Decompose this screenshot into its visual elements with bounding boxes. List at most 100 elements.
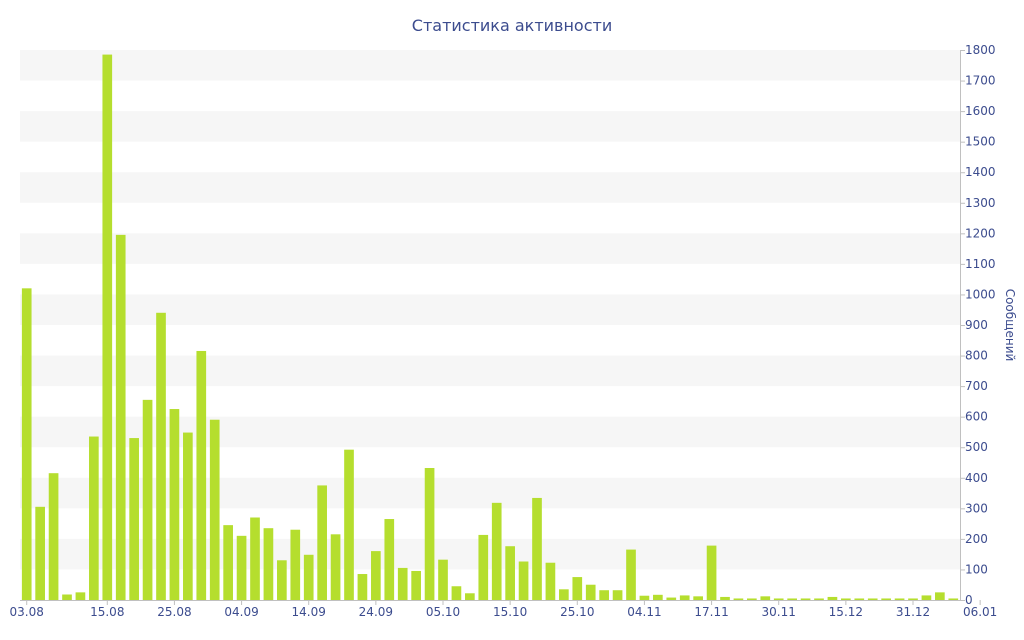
bar <box>908 598 918 600</box>
y-tick-label: 600 <box>965 410 988 424</box>
bar <box>102 54 113 600</box>
x-tick-label: 15.10 <box>493 605 527 619</box>
bar <box>518 561 529 600</box>
bar <box>773 598 784 600</box>
y-tick-label: 0 <box>965 593 973 607</box>
bar <box>935 592 945 600</box>
bar <box>411 570 421 600</box>
bar <box>196 350 207 600</box>
bar <box>169 409 180 600</box>
bar <box>921 595 932 600</box>
bar <box>465 593 475 600</box>
bar <box>438 559 448 600</box>
x-tick-label: 24.09 <box>359 605 393 619</box>
bar <box>814 598 824 600</box>
bar <box>747 598 757 600</box>
bar <box>867 598 878 600</box>
y-tick-label: 1100 <box>965 257 996 271</box>
bar <box>787 598 797 600</box>
bar <box>35 506 45 600</box>
x-tick-label: 31.12 <box>896 605 930 619</box>
x-tick-label: 14.09 <box>292 605 326 619</box>
grid-bands <box>20 50 960 570</box>
bar <box>209 419 220 600</box>
y-tick-label: 1600 <box>965 104 996 118</box>
bar <box>545 562 556 600</box>
y-tick-label: 1500 <box>965 135 996 149</box>
x-tick-label: 05.10 <box>426 605 460 619</box>
bar <box>115 234 126 601</box>
y-tick-label: 700 <box>965 379 988 393</box>
y-tick-label: 1000 <box>965 287 996 301</box>
bar <box>800 598 811 600</box>
bar <box>894 598 905 600</box>
bar <box>384 519 395 600</box>
bar <box>451 586 462 600</box>
y-tick-label: 100 <box>965 562 988 576</box>
bar <box>559 589 569 600</box>
bar <box>330 534 341 600</box>
y-tick-label: 500 <box>965 440 988 454</box>
bar <box>62 594 72 600</box>
bar <box>532 497 542 600</box>
grid-band <box>20 233 960 264</box>
y-tick-label: 1700 <box>965 74 996 88</box>
bar <box>317 485 327 600</box>
bar <box>21 288 32 600</box>
grid-band <box>20 355 960 387</box>
grid-band <box>20 50 960 81</box>
bar <box>223 525 233 600</box>
bar <box>599 590 609 600</box>
bar <box>290 529 301 600</box>
bar <box>263 528 274 600</box>
bar <box>679 595 690 600</box>
bar <box>760 596 771 600</box>
bar <box>357 574 368 600</box>
bar <box>854 598 865 600</box>
bar <box>881 598 891 600</box>
bar <box>841 598 851 600</box>
bar <box>397 567 408 600</box>
chart-title: Статистика активности <box>412 16 612 35</box>
bar <box>827 596 838 600</box>
bar <box>653 594 663 600</box>
bar <box>626 549 636 600</box>
x-tick-label: 30.11 <box>762 605 796 619</box>
bar <box>572 577 583 600</box>
bar <box>371 551 381 600</box>
bar <box>478 534 489 600</box>
y-tick-label: 400 <box>965 471 988 485</box>
x-axis-ticks: 03.08 15.08 25.08 04.09 14.09 24.09 05.10 15.10… <box>10 600 997 619</box>
y-tick-label: 1300 <box>965 196 996 210</box>
y-tick-label: 200 <box>965 532 988 546</box>
y-tick-label: 800 <box>965 349 988 363</box>
y-tick-label: 900 <box>965 318 988 332</box>
bar <box>720 596 730 600</box>
bar <box>183 432 193 600</box>
bar <box>505 546 515 600</box>
y-tick-label: 1200 <box>965 226 996 240</box>
bar <box>250 517 260 600</box>
bar <box>89 436 99 600</box>
bar <box>948 598 959 600</box>
x-tick-label: 17.11 <box>694 605 728 619</box>
bar <box>48 473 59 600</box>
grid-band <box>20 111 960 142</box>
bar <box>733 598 744 600</box>
x-tick-label: 04.11 <box>627 605 661 619</box>
grid-band <box>20 172 960 203</box>
bar <box>344 449 354 600</box>
x-tick-label: 06.01 <box>963 605 997 619</box>
bar <box>75 592 86 600</box>
bar <box>666 597 677 600</box>
bar <box>129 438 139 600</box>
x-tick-label: 15.08 <box>90 605 124 619</box>
y-axis-label: Сообщений <box>1003 289 1017 362</box>
bar <box>142 399 153 600</box>
bar <box>706 545 717 600</box>
y-tick-label: 1800 <box>965 43 996 57</box>
x-tick-label: 03.08 <box>10 605 44 619</box>
x-tick-label: 25.10 <box>560 605 594 619</box>
